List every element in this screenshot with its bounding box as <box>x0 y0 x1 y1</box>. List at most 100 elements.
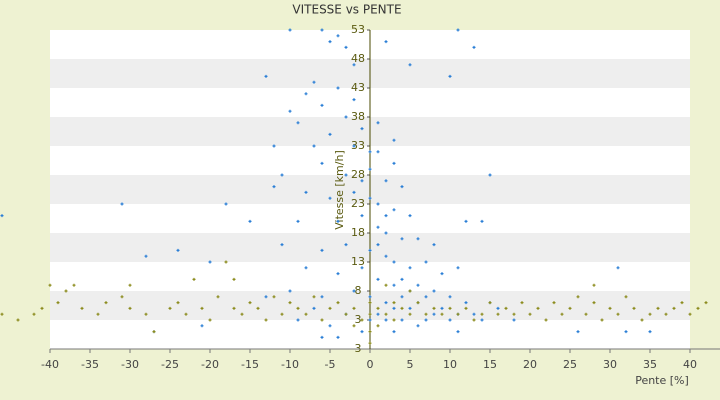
point <box>352 324 356 328</box>
point <box>272 295 276 299</box>
point <box>248 219 252 223</box>
point <box>560 312 564 316</box>
point <box>312 144 316 148</box>
point <box>400 318 404 322</box>
point <box>376 312 380 316</box>
x-tick-label: 40 <box>683 358 697 371</box>
point <box>400 306 404 310</box>
point <box>176 248 180 252</box>
x-tick-label: -30 <box>121 358 139 371</box>
point <box>384 231 388 235</box>
point <box>448 74 452 78</box>
point <box>448 318 452 322</box>
point <box>368 312 372 316</box>
point <box>296 121 300 125</box>
point <box>248 301 252 305</box>
point <box>192 277 196 281</box>
point <box>48 283 52 287</box>
point <box>448 306 452 310</box>
point <box>584 312 588 316</box>
point <box>288 301 292 305</box>
point <box>360 127 364 131</box>
point <box>432 306 436 310</box>
point <box>280 312 284 316</box>
point <box>224 260 228 264</box>
point <box>360 214 364 218</box>
point <box>384 301 388 305</box>
y-tick-label: 53 <box>351 23 365 36</box>
point <box>352 144 356 148</box>
x-tick-label: 0 <box>367 358 374 371</box>
y-tick-label: 38 <box>351 110 365 123</box>
point <box>120 295 124 299</box>
point <box>368 301 372 305</box>
point <box>352 190 356 194</box>
point <box>640 318 644 322</box>
point <box>552 301 556 305</box>
point <box>424 260 428 264</box>
point <box>336 301 340 305</box>
point <box>240 312 244 316</box>
point <box>336 86 340 90</box>
y-tick-label: 23 <box>351 197 365 210</box>
point <box>208 318 212 322</box>
point <box>472 318 476 322</box>
point <box>352 289 356 293</box>
point <box>368 196 372 200</box>
point <box>616 312 620 316</box>
point <box>336 335 340 339</box>
point <box>416 237 420 241</box>
x-tick-label: -10 <box>281 358 299 371</box>
point <box>384 312 388 316</box>
x-tick-label: 15 <box>483 358 497 371</box>
x-tick-label: 20 <box>523 358 537 371</box>
point <box>360 179 364 183</box>
point <box>264 74 268 78</box>
point <box>376 121 380 125</box>
point <box>288 289 292 293</box>
y-tick-label: 8 <box>355 284 362 297</box>
point <box>296 306 300 310</box>
point <box>312 306 316 310</box>
point <box>432 312 436 316</box>
point <box>144 254 148 258</box>
point <box>392 260 396 264</box>
point <box>544 318 548 322</box>
point <box>688 312 692 316</box>
point <box>184 312 188 316</box>
point <box>200 306 204 310</box>
point <box>392 208 396 212</box>
point <box>304 312 308 316</box>
point <box>416 301 420 305</box>
point <box>352 63 356 67</box>
point <box>328 324 332 328</box>
point <box>416 324 420 328</box>
point <box>40 306 44 310</box>
point <box>368 248 372 252</box>
point <box>576 330 580 334</box>
point <box>264 318 268 322</box>
point <box>416 283 420 287</box>
y-tick-label: 13 <box>351 255 365 268</box>
point <box>312 80 316 84</box>
point <box>408 214 412 218</box>
point <box>496 312 500 316</box>
point <box>368 341 372 345</box>
point <box>448 295 452 299</box>
point <box>72 283 76 287</box>
point <box>456 312 460 316</box>
point <box>272 144 276 148</box>
x-tick-label: 10 <box>443 358 457 371</box>
point <box>648 330 652 334</box>
point <box>224 202 228 206</box>
point <box>384 254 388 258</box>
point <box>504 306 508 310</box>
point <box>296 318 300 322</box>
point <box>400 295 404 299</box>
point <box>368 295 372 299</box>
point <box>408 266 412 270</box>
point <box>696 306 700 310</box>
x-tick-label: 5 <box>407 358 414 371</box>
point <box>480 219 484 223</box>
